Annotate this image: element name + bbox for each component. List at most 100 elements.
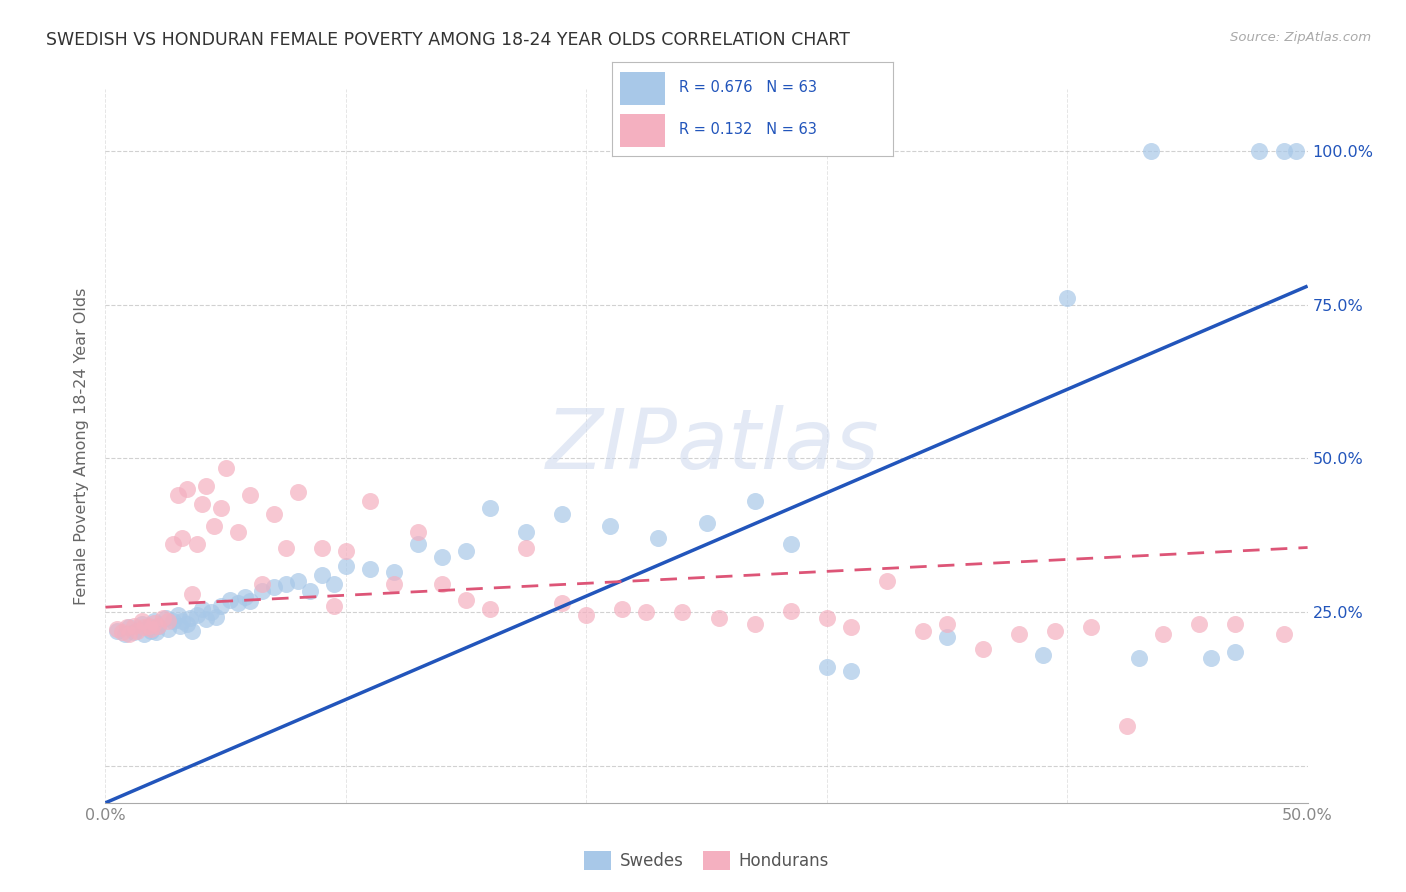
Text: SWEDISH VS HONDURAN FEMALE POVERTY AMONG 18-24 YEAR OLDS CORRELATION CHART: SWEDISH VS HONDURAN FEMALE POVERTY AMONG… [46,31,851,49]
Point [382,565,405,579]
Point [190,498,212,512]
Point [200,605,222,619]
Point [515,525,537,540]
Point [696,516,718,530]
Point [145,624,167,639]
Point [209,599,232,613]
Point [1152,626,1174,640]
Point [515,541,537,555]
Point [274,577,297,591]
Point [139,623,162,637]
Point [139,624,162,638]
Point [1043,624,1066,638]
Point [322,577,344,591]
Point [575,608,598,623]
Point [124,618,146,632]
Point [839,620,862,634]
Point [209,500,232,515]
Point [636,605,658,619]
Point [114,626,136,640]
Point [142,615,165,629]
Point [311,541,333,555]
Point [156,623,179,637]
Point [239,488,262,502]
Point [311,568,333,582]
Point [166,608,188,623]
Point [214,460,236,475]
Point [138,618,160,632]
Point [172,531,194,545]
Point [172,615,194,629]
Point [454,543,477,558]
Point [152,611,174,625]
Point [1116,719,1139,733]
Point [479,500,502,515]
Point [839,664,862,678]
Point [148,618,170,632]
Point [226,525,249,540]
Text: ZIPatlas: ZIPatlas [546,406,879,486]
Point [111,624,134,639]
Point [263,507,285,521]
Point [335,543,357,558]
Point [1272,626,1295,640]
Point [181,624,204,638]
Point [1225,645,1247,659]
Point [298,583,321,598]
Point [815,660,838,674]
Point [131,617,153,632]
Point [274,541,297,555]
Point [359,494,381,508]
Point [1201,651,1223,665]
Point [744,494,766,508]
Point [454,592,477,607]
Point [1140,144,1163,158]
Point [1008,626,1031,640]
Point [936,617,959,632]
Point [322,599,344,613]
Point [1032,648,1054,662]
Point [287,485,309,500]
Point [118,620,141,634]
Point [107,623,129,637]
Point [1080,620,1102,634]
Point [479,602,502,616]
Point [382,577,405,591]
Text: R = 0.132   N = 63: R = 0.132 N = 63 [679,122,817,137]
Point [115,620,138,634]
Y-axis label: Female Poverty Among 18-24 Year Olds: Female Poverty Among 18-24 Year Olds [75,287,90,605]
Point [263,581,285,595]
Point [1249,144,1271,158]
Point [287,574,309,589]
Point [166,488,188,502]
Point [195,479,218,493]
Point [239,594,262,608]
Point [359,562,381,576]
Point [132,620,155,634]
Point [250,577,273,591]
Point [169,618,191,632]
Point [551,596,574,610]
Point [744,617,766,632]
Point [233,590,256,604]
Point [219,592,242,607]
Point [815,611,838,625]
Point [1056,291,1078,305]
Point [107,624,129,638]
Point [148,618,170,632]
Point [551,507,574,521]
Point [131,615,153,629]
Point [972,642,994,657]
Legend: Swedes, Hondurans: Swedes, Hondurans [578,844,835,877]
Text: R = 0.676   N = 63: R = 0.676 N = 63 [679,80,817,95]
Point [125,624,148,638]
Point [779,537,801,551]
Point [226,596,249,610]
Point [612,602,634,616]
Point [176,617,198,632]
Point [430,549,453,564]
Point [250,583,273,598]
Point [186,537,208,551]
Point [335,558,357,573]
Text: Source: ZipAtlas.com: Source: ZipAtlas.com [1230,31,1371,45]
